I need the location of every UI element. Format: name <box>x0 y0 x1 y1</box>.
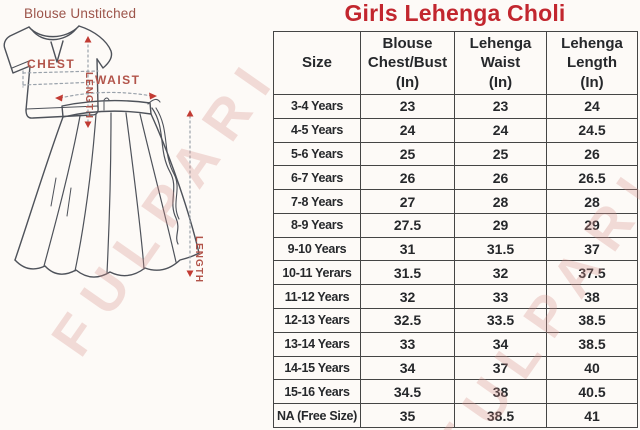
value-cell: 37 <box>454 355 547 381</box>
table-row: 5-6 Years 25 25 26 <box>273 141 638 167</box>
blouse-length-arrow-up <box>84 36 92 43</box>
table-row: 11-12 Years 32 33 38 <box>273 284 638 310</box>
value-cell: 34.5 <box>360 379 455 405</box>
blouse-unstitched-note: Blouse Unstitched <box>24 6 137 21</box>
table-row: 9-10 Years 31 31.5 37 <box>273 236 638 262</box>
value-cell: 26.5 <box>546 165 638 191</box>
table-row: 4-5 Years 24 24 24.5 <box>273 117 638 143</box>
value-cell: 31 <box>360 236 455 262</box>
size-cell: 4-5 Years <box>273 117 361 143</box>
size-cell: 6-7 Years <box>273 165 361 191</box>
header-row: Size Blouse Chest/Bust (In) Lehenga Wais… <box>273 31 638 95</box>
value-cell: 33 <box>360 331 455 357</box>
value-cell: 24 <box>546 94 638 119</box>
size-cell: NA (Free Size) <box>273 403 361 428</box>
value-cell: 38 <box>546 284 638 310</box>
value-cell: 32 <box>360 284 455 310</box>
value-cell: 28 <box>546 189 638 214</box>
value-cell: 34 <box>360 355 455 381</box>
value-cell: 35 <box>360 403 455 428</box>
value-cell: 34 <box>454 331 547 357</box>
value-cell: 23 <box>360 94 455 119</box>
garment-illustration: CHEST LENGTH WAIST <box>3 25 204 283</box>
table-row: 15-16 Years 34.5 38 40.5 <box>273 379 638 405</box>
value-cell: 29 <box>454 212 547 238</box>
size-chart-table: Size Blouse Chest/Bust (In) Lehenga Wais… <box>273 31 638 428</box>
header-lehenga-length: Lehenga Length (In) <box>546 31 638 95</box>
value-cell: 26 <box>360 165 455 191</box>
size-cell: 3-4 Years <box>273 94 361 119</box>
chest-measure-lines <box>22 70 99 88</box>
value-cell: 40.5 <box>546 379 638 405</box>
value-cell: 24 <box>360 117 455 143</box>
table-row: NA (Free Size) 35 38.5 41 <box>273 403 638 428</box>
header-blouse-chest: Blouse Chest/Bust (In) <box>360 31 455 95</box>
table-body: 3-4 Years 23 23 24 4-5 Years 24 24 24.5 … <box>273 94 638 428</box>
size-cell: 8-9 Years <box>273 212 361 238</box>
table-row: 10-11 Yerars 31.5 32 37.5 <box>273 260 638 286</box>
value-cell: 28 <box>454 189 547 214</box>
waist-arrow-left <box>55 94 63 102</box>
value-cell: 24.5 <box>546 117 638 143</box>
value-cell: 37.5 <box>546 260 638 286</box>
value-cell: 27.5 <box>360 212 455 238</box>
value-cell: 32 <box>454 260 547 286</box>
header-lehenga-waist: Lehenga Waist (In) <box>454 31 547 95</box>
value-cell: 38 <box>454 379 547 405</box>
value-cell: 38.5 <box>546 331 638 357</box>
value-cell: 37 <box>546 236 638 262</box>
value-cell: 25 <box>360 141 455 167</box>
page-title: Girls Lehenga Choli <box>344 0 566 26</box>
table-row: 12-13 Years 32.5 33.5 38.5 <box>273 308 638 333</box>
value-cell: 24 <box>454 117 547 143</box>
value-cell: 38.5 <box>546 308 638 333</box>
value-cell: 33 <box>454 284 547 310</box>
chest-label: CHEST <box>27 57 75 71</box>
lehenga-length-arrow-up <box>186 110 194 117</box>
value-cell: 32.5 <box>360 308 455 333</box>
value-cell: 23 <box>454 94 547 119</box>
size-cell: 7-8 Years <box>273 189 361 214</box>
value-cell: 26 <box>546 141 638 167</box>
table-row: 7-8 Years 27 28 28 <box>273 189 638 214</box>
size-cell: 11-12 Years <box>273 284 361 310</box>
waist-measure-line <box>59 91 153 99</box>
size-cell: 9-10 Years <box>273 236 361 262</box>
blouse-length-label: LENGTH <box>83 72 94 119</box>
value-cell: 25 <box>454 141 547 167</box>
value-cell: 40 <box>546 355 638 381</box>
lehenga-length-arrow-down <box>186 270 194 277</box>
size-cell: 13-14 Years <box>273 331 361 357</box>
value-cell: 33.5 <box>454 308 547 333</box>
waist-label: WAIST <box>95 73 141 87</box>
size-cell: 15-16 Years <box>273 379 361 405</box>
table-row: 13-14 Years 33 34 38.5 <box>273 331 638 357</box>
value-cell: 38.5 <box>454 403 547 428</box>
value-cell: 31.5 <box>454 236 547 262</box>
table-header: Size Blouse Chest/Bust (In) Lehenga Wais… <box>273 31 638 95</box>
table-row: 6-7 Years 26 26 26.5 <box>273 165 638 191</box>
size-cell: 14-15 Years <box>273 355 361 381</box>
blouse-length-arrow-down <box>84 121 92 128</box>
waist-arrow-right <box>149 92 157 100</box>
table-row: 8-9 Years 27.5 29 29 <box>273 212 638 238</box>
value-cell: 29 <box>546 212 638 238</box>
value-cell: 27 <box>360 189 455 214</box>
lehenga-length-label: LENGTH <box>193 236 204 283</box>
size-cell: 10-11 Yerars <box>273 260 361 286</box>
table-row: 3-4 Years 23 23 24 <box>273 94 638 119</box>
size-cell: 12-13 Years <box>273 308 361 333</box>
value-cell: 26 <box>454 165 547 191</box>
size-cell: 5-6 Years <box>273 141 361 167</box>
header-size: Size <box>273 31 361 95</box>
value-cell: 41 <box>546 403 638 428</box>
table-row: 14-15 Years 34 37 40 <box>273 355 638 381</box>
value-cell: 31.5 <box>360 260 455 286</box>
lehenga-drawing <box>14 97 200 278</box>
